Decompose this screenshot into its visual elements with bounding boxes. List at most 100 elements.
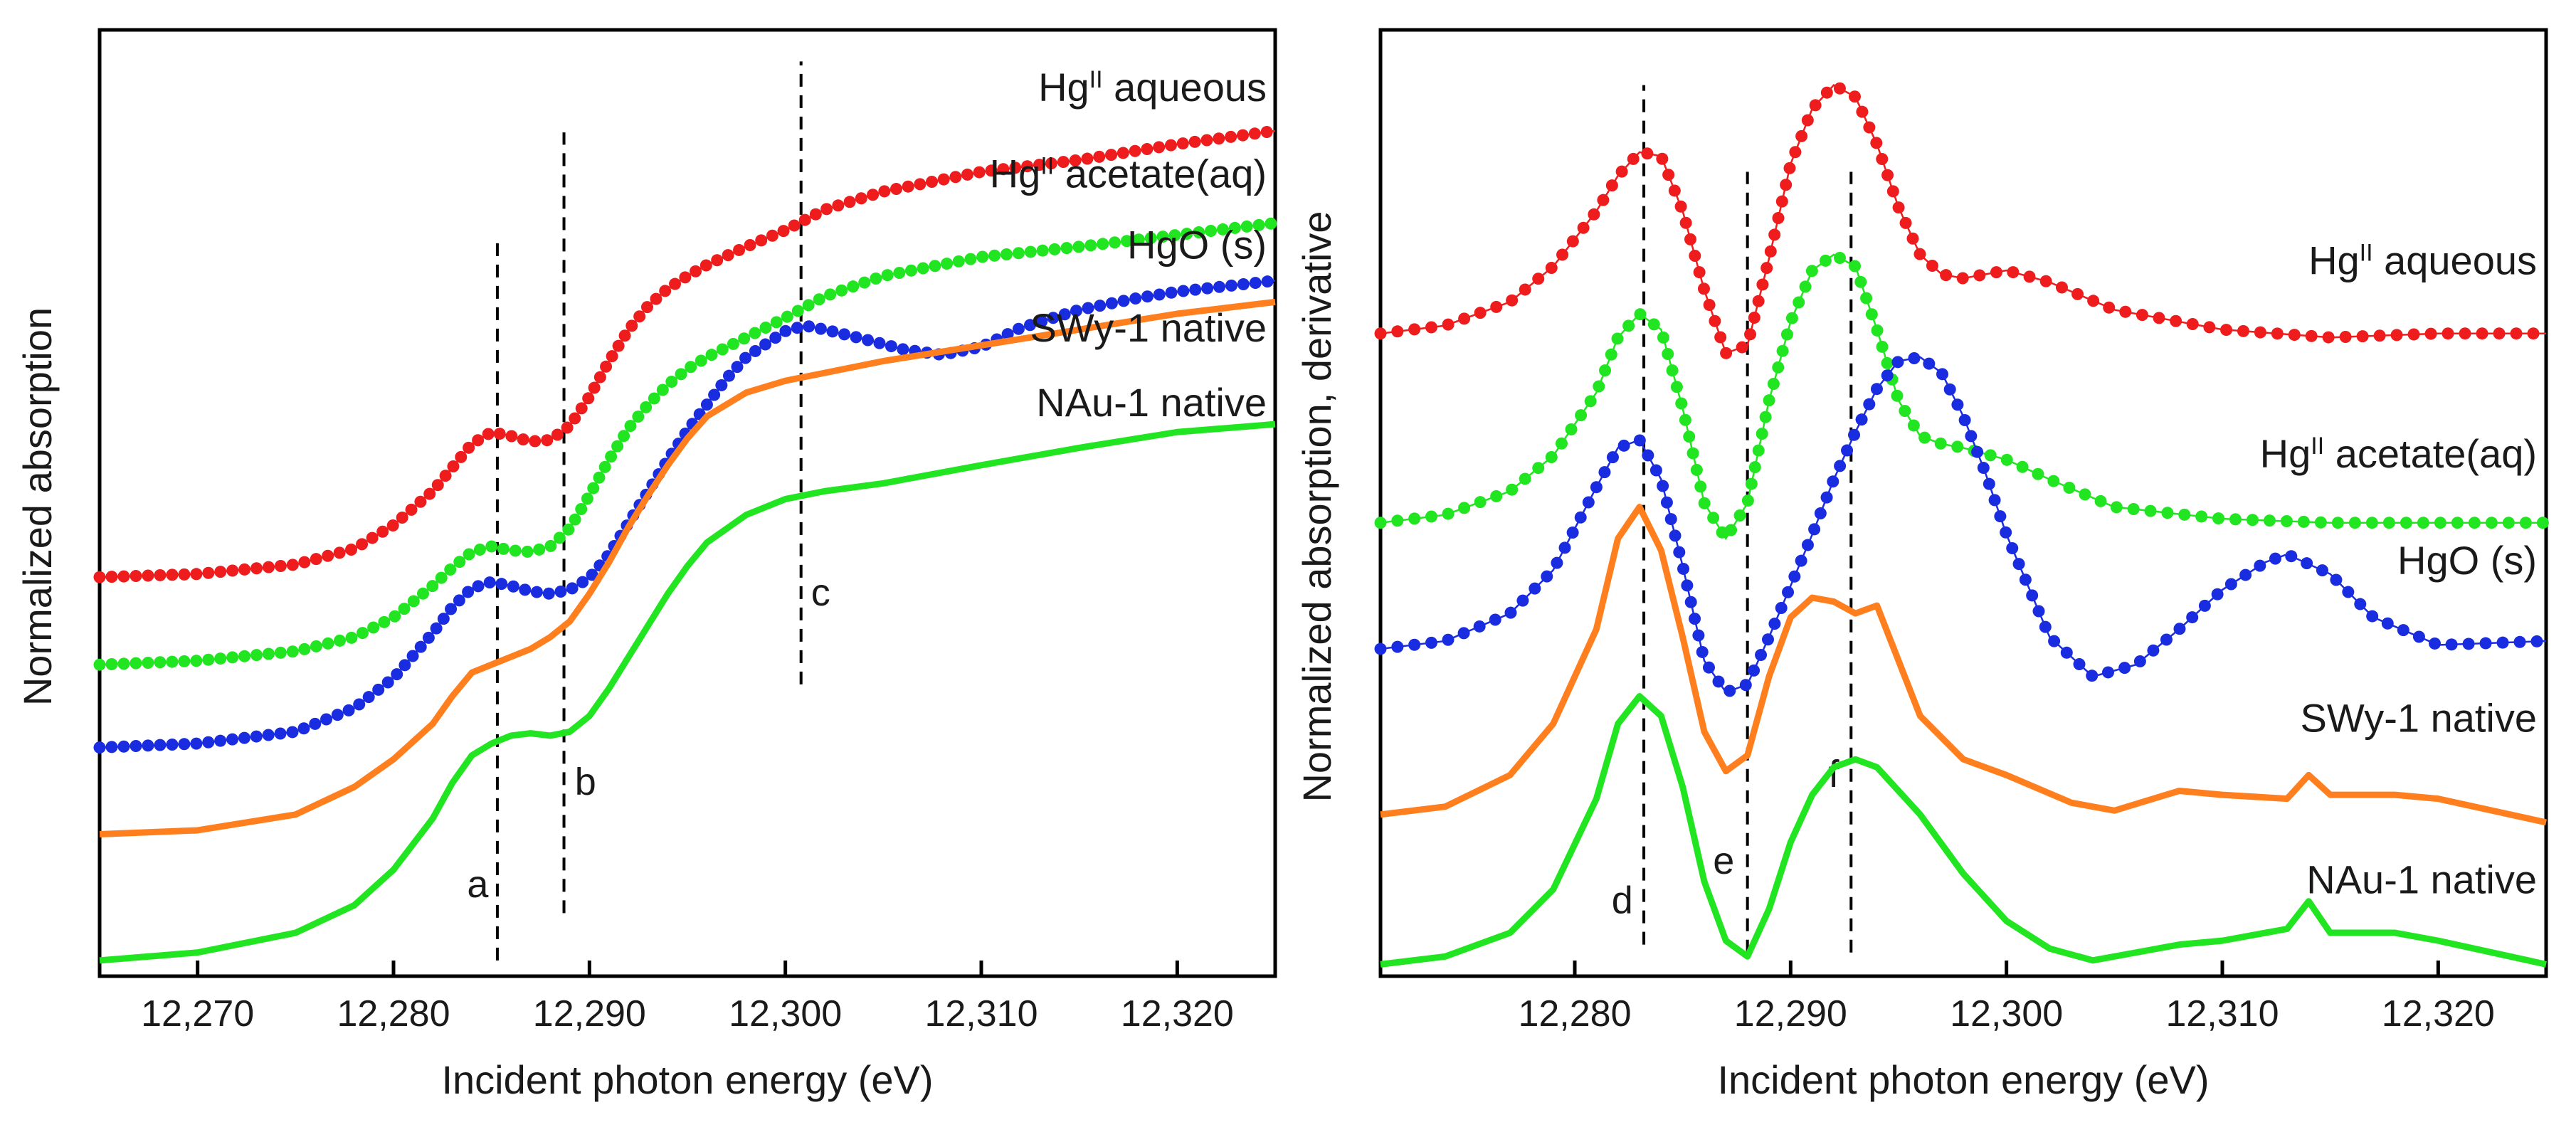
left-series-hgii-aqueous: HgII aqueous <box>93 65 1276 583</box>
left-series-nau-1-native: NAu-1 native <box>99 380 1276 964</box>
left-point-hgo-s <box>202 736 215 749</box>
right-point-hgo-s <box>1551 556 1563 569</box>
right-point-hgo-s <box>2412 630 2425 643</box>
left-point-hgii-acetate-aq <box>770 316 783 329</box>
right-point-hgo-s <box>2086 670 2099 682</box>
right-series-swy-1-native: SWy-1 native <box>1380 504 2547 826</box>
right-series-nau-1-native: NAu-1 native <box>1380 693 2547 968</box>
right-point-hgo-s <box>1633 434 1646 447</box>
right-series-label-swy-1-native: SWy-1 native <box>2301 695 2538 740</box>
left-point-hgii-acetate-aq <box>93 658 106 671</box>
left-point-hgo-s <box>320 713 333 726</box>
right-point-hgii-acetate-aq <box>1951 440 1964 453</box>
left-point-hgii-acetate-aq <box>727 337 739 350</box>
right-point-hgo-s <box>2039 620 2052 633</box>
right-point-hgii-acetate-aq <box>1707 512 1720 524</box>
right-point-hgo-s <box>1891 356 1904 369</box>
left-point-hgii-aqueous <box>322 549 334 562</box>
right-point-hgii-aqueous <box>2305 329 2318 342</box>
right-point-hgii-acetate-aq <box>1819 254 1832 267</box>
right-point-hgii-aqueous <box>1899 216 1912 229</box>
left-point-hgii-acetate-aq <box>835 284 848 297</box>
right-point-hgo-s <box>2147 644 2160 657</box>
right-point-hgii-acetate-aq <box>1725 524 1738 536</box>
left-point-hgii-acetate-aq <box>367 621 380 634</box>
left-point-hgii-acetate-aq <box>611 440 624 453</box>
left-point-hgo-s <box>1165 286 1178 299</box>
left-point-hgii-aqueous <box>744 238 756 251</box>
left-point-hgii-acetate-aq <box>509 544 522 557</box>
right-point-hgii-aqueous <box>2493 327 2506 340</box>
left-point-hgo-s <box>791 322 803 334</box>
right-point-hgii-acetate-aq <box>1780 328 1793 341</box>
left-point-hgii-aqueous <box>798 213 811 226</box>
left-point-hgo-s <box>462 586 475 598</box>
right-point-hgii-acetate-aq <box>2434 517 2446 529</box>
right-point-hgii-aqueous <box>2442 327 2454 340</box>
left-point-hgii-aqueous <box>1188 135 1201 148</box>
right-point-hgo-s <box>1617 439 1630 452</box>
left-plot-frame <box>97 28 1277 978</box>
right-point-hgii-aqueous <box>1458 312 1471 325</box>
right-point-hgo-s <box>1761 633 1774 646</box>
left-point-hgii-acetate-aq <box>1132 233 1145 246</box>
right-point-hgii-acetate-aq <box>1745 477 1758 490</box>
right-point-hgii-aqueous <box>1662 169 1675 181</box>
right-point-hgii-aqueous <box>2356 330 2369 343</box>
left-point-hgii-aqueous <box>366 531 379 544</box>
right-point-hgii-acetate-aq <box>1793 296 1805 309</box>
left-point-hgo-s <box>437 613 450 625</box>
left-point-hgo-s <box>93 741 106 754</box>
right-point-hgii-aqueous <box>1990 266 2002 279</box>
series-label-rest: acetate(aq) <box>1054 152 1267 196</box>
right-point-hgo-s <box>2530 635 2543 647</box>
right-point-hgo-s <box>2381 617 2394 630</box>
right-point-hgii-acetate-aq <box>1662 347 1674 360</box>
right-point-hgii-aqueous <box>1926 259 1938 272</box>
right-point-hgii-aqueous <box>1906 232 1919 245</box>
left-point-hgo-s <box>1035 315 1048 328</box>
right-point-hgii-acetate-aq <box>1785 312 1798 324</box>
left-series-label-swy-1-native: SWy-1 native <box>1030 305 1267 350</box>
right-point-hgo-s <box>1374 642 1387 655</box>
right-point-hgii-aqueous <box>1588 208 1600 221</box>
right-point-hgii-acetate-aq <box>1881 356 1894 369</box>
right-point-hgo-s <box>1489 613 1501 626</box>
right-point-hgii-acetate-aq <box>2348 517 2361 529</box>
left-point-hgo-s <box>422 631 435 644</box>
left-point-hgii-acetate-aq <box>214 652 227 665</box>
right-point-hgii-acetate-aq <box>2417 517 2429 529</box>
left-point-hgii-acetate-aq <box>142 656 154 669</box>
right-point-hgii-acetate-aq <box>1756 428 1768 440</box>
right-point-hgo-s <box>2118 662 2131 675</box>
right-point-hgii-acetate-aq <box>2212 512 2224 525</box>
left-point-hgo-s <box>406 650 419 662</box>
left-point-hgii-aqueous <box>154 568 167 581</box>
right-point-hgii-acetate-aq <box>1374 517 1387 529</box>
right-point-hgo-s <box>1958 413 1971 426</box>
left-point-hgii-acetate-aq <box>749 327 761 339</box>
left-line-nau-1-native <box>99 420 1276 964</box>
right-plot-frame <box>1378 28 2548 978</box>
left-point-hgii-acetate-aq <box>1097 238 1109 250</box>
right-x-tick-label: 12,310 <box>2165 993 2279 1035</box>
right-point-hgo-s <box>1582 496 1595 509</box>
series-label-main: Hg <box>990 152 1041 196</box>
right-point-hgo-s <box>1971 445 1984 458</box>
left-x-tick-label: 12,310 <box>924 993 1038 1035</box>
right-point-hgii-aqueous <box>1756 278 1769 291</box>
right-point-hgo-s <box>1408 638 1421 651</box>
right-point-hgo-s <box>2254 559 2266 572</box>
left-point-hgo-s <box>262 729 275 741</box>
right-point-hgii-acetate-aq <box>1907 419 1920 432</box>
left-point-hgii-acetate-aq <box>453 556 466 568</box>
right-point-hgii-acetate-aq <box>1752 444 1765 457</box>
left-point-hgii-acetate-aq <box>1205 224 1218 237</box>
right-point-hgii-aqueous <box>2288 329 2301 342</box>
right-point-hgii-acetate-aq <box>1532 462 1545 475</box>
right-point-hgii-aqueous <box>1697 282 1710 295</box>
left-point-hgo-s <box>154 739 167 751</box>
left-point-hgo-s <box>576 576 589 588</box>
left-series-label-hgii-aqueous: HgII aqueous <box>1038 65 1267 110</box>
right-point-hgii-aqueous <box>1714 331 1727 344</box>
